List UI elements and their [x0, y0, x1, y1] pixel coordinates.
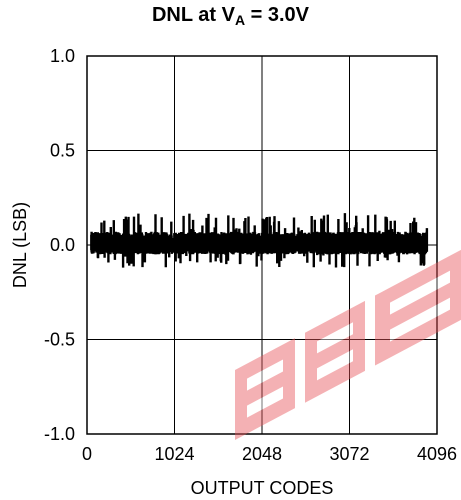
x-axis-label: OUTPUT CODES [191, 478, 334, 498]
y-axis-label: DNL (LSB) [10, 202, 30, 288]
y-tick-label: -1.0 [44, 424, 75, 444]
watermark-cutout [317, 349, 353, 381]
y-tick-label: 1.0 [50, 46, 75, 66]
watermark-block [305, 300, 365, 403]
watermark-logo [235, 247, 461, 440]
watermark-cutout [390, 297, 450, 342]
watermark-block [235, 338, 295, 440]
watermark-cutout [317, 322, 353, 354]
watermark-cutout [247, 359, 283, 391]
title-suffix: = 3.0V [245, 4, 310, 26]
watermark-cutout [390, 270, 450, 315]
x-tick-label: 4096 [417, 444, 457, 464]
y-tick-label: -0.5 [44, 330, 75, 350]
y-tick-labels: 1.0 0.5 0.0 -0.5 -1.0 [44, 46, 75, 444]
x-tick-labels: 0 1024 2048 3072 4096 [82, 444, 457, 464]
x-tick-label: 2048 [242, 444, 282, 464]
dnl-series [90, 213, 429, 268]
x-tick-label: 0 [82, 444, 92, 464]
watermark-cutout [247, 386, 283, 418]
watermark-shape [235, 247, 461, 440]
plot-frame [86, 55, 438, 435]
y-tick-label: 0.0 [50, 235, 75, 255]
watermark-block [375, 247, 461, 366]
title-subscript: A [234, 12, 246, 28]
x-tick-label: 1024 [154, 444, 194, 464]
dnl-core-band [91, 239, 428, 249]
y-tick-label: 0.5 [50, 141, 75, 161]
title-prefix: DNL at V [151, 4, 235, 26]
chart-title: DNL at VA = 3.0V [0, 4, 461, 28]
x-tick-label: 3072 [329, 444, 369, 464]
